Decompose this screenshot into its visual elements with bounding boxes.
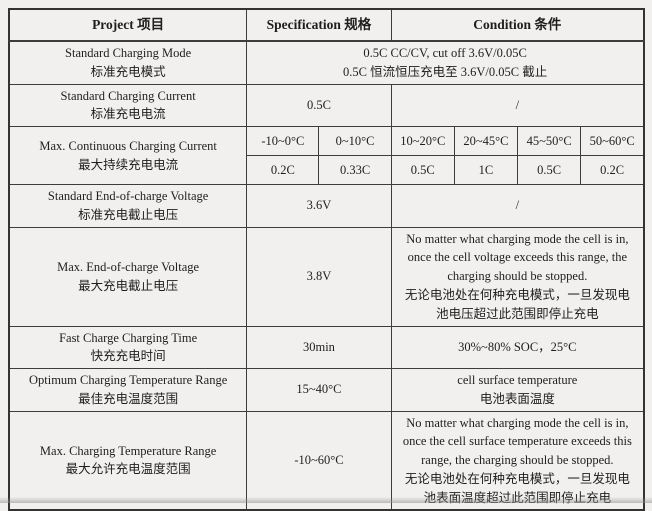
cell-temp-range-4: 20~45°C	[453, 126, 519, 156]
row-standard-eoc-voltage: Standard End-of-charge Voltage 标准充电截止电压 …	[8, 184, 645, 228]
cell-standard-eoc-voltage-condition: /	[390, 184, 645, 228]
project-label-en: Max. Charging Temperature Range	[39, 443, 217, 458]
cell-temp-range-3: 10~20°C	[390, 126, 455, 156]
cell-max-temp-range-condition: No matter what charging mode the cell is…	[390, 410, 645, 511]
project-label-en: Fast Charge Charging Time	[59, 330, 198, 345]
charging-mode-value-zh: 0.5C 恒流恒压充电至 3.6V/0.05C 截止	[343, 64, 548, 79]
cell-standard-eoc-voltage-spec: 3.6V	[246, 184, 392, 228]
cell-fast-charge-time-spec: 30min	[246, 325, 392, 369]
row-optimum-temp-range: Optimum Charging Temperature Range 最佳充电温…	[8, 368, 645, 412]
project-label-zh: 最大持续充电电流	[78, 157, 179, 172]
cell-project-standard-eoc-voltage: Standard End-of-charge Voltage 标准充电截止电压	[8, 184, 248, 228]
cell-current-value-5: 0.5C	[517, 155, 582, 185]
cell-project-max-eoc-voltage: Max. End-of-charge Voltage 最大充电截止电压	[8, 226, 248, 327]
cell-project-max-continuous-current: Max. Continuous Charging Current 最大持续充电电…	[8, 126, 248, 185]
cell-charging-current-condition: /	[390, 83, 645, 127]
row-standard-charging-current: Standard Charging Current 标准充电电流 0.5C /	[8, 83, 645, 127]
cell-temp-range-5: 45~50°C	[517, 126, 582, 156]
charging-mode-value-en: 0.5C CC/CV, cut off 3.6V/0.05C	[363, 46, 527, 60]
header-condition: Condition 条件	[390, 8, 645, 42]
row-max-eoc-voltage: Max. End-of-charge Voltage 最大充电截止电压 3.8V…	[8, 226, 645, 327]
condition-text-en: cell surface temperature	[457, 373, 578, 387]
cell-charging-mode-spec-condition: 0.5C CC/CV, cut off 3.6V/0.05C 0.5C 恒流恒压…	[246, 40, 645, 85]
project-label-zh: 标准充电模式	[90, 64, 166, 79]
cell-max-temp-range-spec: -10~60°C	[246, 410, 392, 511]
cell-current-value-1: 0.2C	[246, 155, 320, 185]
cell-max-eoc-voltage-condition: No matter what charging mode the cell is…	[390, 226, 645, 327]
cell-temp-range-1: -10~0°C	[246, 126, 320, 156]
condition-text-en: No matter what charging mode the cell is…	[402, 415, 632, 468]
cell-current-value-3: 0.5C	[390, 155, 455, 185]
project-label-zh: 标准充电截止电压	[78, 207, 179, 222]
cell-temp-range-2: 0~10°C	[318, 126, 392, 156]
cell-charging-current-spec: 0.5C	[246, 83, 392, 127]
header-specification: Specification 规格	[246, 8, 392, 42]
condition-text-zh: 电池表面温度	[479, 391, 555, 406]
project-label-zh: 最大充电截止电压	[78, 278, 179, 293]
cell-temp-range-6: 50~60°C	[580, 126, 645, 156]
project-label-en: Standard Charging Current	[60, 88, 196, 103]
row-standard-charging-mode: Standard Charging Mode 标准充电模式 0.5C CC/CV…	[8, 40, 645, 85]
project-label-en: Optimum Charging Temperature Range	[28, 373, 228, 387]
cell-max-eoc-voltage-spec: 3.8V	[246, 226, 392, 327]
condition-text-zh: 无论电池处在何种充电模式，一旦发现电池电压超过此范围即停止充电	[404, 287, 630, 321]
cell-project-charging-current: Standard Charging Current 标准充电电流	[8, 83, 248, 127]
condition-text-en: No matter what charging mode the cell is…	[406, 231, 629, 284]
cell-project-max-temp-range: Max. Charging Temperature Range 最大允许充电温度…	[8, 410, 248, 511]
project-label-en: Standard End-of-charge Voltage	[47, 189, 209, 203]
cell-project-fast-charge-time: Fast Charge Charging Time 快充充电时间	[8, 325, 248, 369]
project-label-zh: 标准充电电流	[90, 107, 166, 122]
cell-optimum-temp-range-condition: cell surface temperature 电池表面温度	[390, 368, 645, 412]
project-label-en: Max. End-of-charge Voltage	[57, 259, 200, 274]
row-max-continuous-current-values: 0.2C 0.33C 0.5C 1C 0.5C 0.2C	[9, 155, 645, 185]
row-fast-charge-time: Fast Charge Charging Time 快充充电时间 30min 3…	[8, 325, 645, 369]
cell-fast-charge-time-condition: 30%~80% SOC，25°C	[390, 325, 645, 369]
battery-charging-spec-table: Project 项目 Specification 规格 Condition 条件…	[8, 8, 645, 511]
row-max-continuous-current-temps: Max. Continuous Charging Current 最大持续充电电…	[8, 126, 645, 185]
row-max-temp-range: Max. Charging Temperature Range 最大允许充电温度…	[8, 410, 645, 511]
table-header-row: Project 项目 Specification 规格 Condition 条件	[8, 8, 645, 42]
header-project: Project 项目	[8, 8, 248, 42]
project-label-zh: 最大允许充电温度范围	[65, 462, 191, 477]
cell-current-value-6: 0.2C	[580, 155, 645, 185]
project-label-en: Max. Continuous Charging Current	[39, 138, 217, 153]
cell-current-value-4: 1C	[453, 155, 519, 185]
cell-project-optimum-temp-range: Optimum Charging Temperature Range 最佳充电温…	[8, 368, 248, 412]
cell-current-value-2: 0.33C	[318, 155, 392, 185]
project-label-zh: 快充充电时间	[90, 349, 166, 364]
cell-optimum-temp-range-spec: 15~40°C	[246, 368, 392, 412]
project-label-zh: 最佳充电温度范围	[78, 391, 179, 406]
cell-project-charging-mode: Standard Charging Mode 标准充电模式	[8, 40, 248, 85]
condition-text-zh: 无论电池处在何种充电模式，一旦发现电池表面温度超过此范围即停止充电	[404, 471, 630, 505]
project-label-en: Standard Charging Mode	[65, 46, 192, 60]
